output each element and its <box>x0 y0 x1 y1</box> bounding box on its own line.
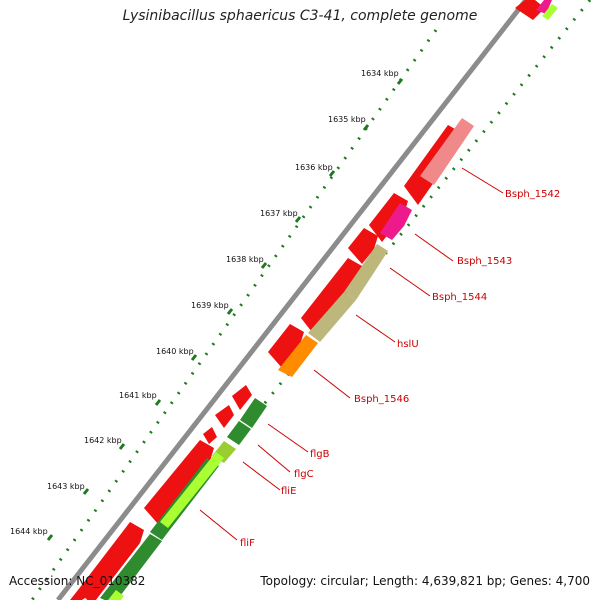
forward-gene-arrow <box>232 385 252 410</box>
label-callouts <box>199 167 504 541</box>
gene-label-Bsph_1546: Bsph_1546 <box>354 394 409 405</box>
gene-outer-lime-lower <box>108 590 124 600</box>
forward-gene-arrow <box>301 258 362 336</box>
gene-reverse-lower <box>100 534 162 600</box>
forward-gene-arrow <box>203 427 217 444</box>
gene-flgB <box>240 398 267 428</box>
major-tick <box>154 399 162 406</box>
tick-label: 1639 kbp <box>191 301 229 310</box>
accession-text: Accession: NC_010382 <box>9 574 146 588</box>
gene-Bsph_1543 <box>380 203 412 240</box>
tick-label: 1644 kbp <box>10 527 48 536</box>
forward-gene-arrow <box>348 228 378 264</box>
major-tick <box>82 488 90 495</box>
forward-gene-arrow <box>369 193 408 242</box>
map-title: Lysinibacillus sphaericus C3-41, complet… <box>122 8 478 24</box>
gene-top-pink <box>536 0 552 14</box>
major-tick <box>226 308 234 315</box>
tick-label: 1638 kbp <box>226 255 264 264</box>
gene-label-fliF: fliF <box>240 538 255 549</box>
gene-hslU <box>308 292 356 342</box>
gene-labels: Bsph_1542 Bsph_1543 Bsph_1544 hslU Bsph_1546… <box>240 189 560 549</box>
forward-gene-arrow <box>268 324 304 368</box>
tick-labels: 1634 kbp 1635 kbp 1636 kbp 1637 kbp 1638 kbp… <box>10 69 399 536</box>
forward-gene-arrow <box>515 0 545 20</box>
major-tick <box>260 262 268 269</box>
tick-label: 1636 kbp <box>295 163 333 172</box>
major-ticks <box>46 78 404 541</box>
gene-outer-lime <box>160 452 224 528</box>
gene-label-Bsph_1543: Bsph_1543 <box>457 256 512 267</box>
gene-label-flgB: flgB <box>310 449 330 460</box>
gene-top-lime <box>542 4 558 20</box>
gene-label-hslU: hslU <box>397 339 419 350</box>
gene-Bsph_1546 <box>278 335 318 377</box>
major-tick <box>362 124 370 131</box>
major-tick <box>46 534 54 541</box>
major-tick <box>328 170 336 177</box>
genome-summary-text: Topology: circular; Length: 4,639,821 bp… <box>260 574 590 588</box>
gene-Bsph_1544 <box>344 244 388 300</box>
gene-Bsph_1542 <box>420 118 474 185</box>
tick-label: 1642 kbp <box>84 436 122 445</box>
gene-label-flgC: flgC <box>294 469 314 480</box>
gene-flgC <box>227 421 251 445</box>
tick-label: 1641 kbp <box>119 391 157 400</box>
forward-gene-arrow <box>215 405 234 428</box>
major-tick <box>294 216 302 223</box>
gene-label-Bsph_1544: Bsph_1544 <box>432 292 487 303</box>
tick-label: 1634 kbp <box>361 69 399 78</box>
forward-gene-arrow <box>144 440 214 524</box>
forward-gene-arrow <box>70 590 88 600</box>
major-tick <box>396 78 404 85</box>
major-tick <box>118 443 126 450</box>
tick-label: 1635 kbp <box>328 115 366 124</box>
reverse-strand-genes <box>100 0 558 600</box>
tick-label: 1637 kbp <box>260 209 298 218</box>
tick-label: 1640 kbp <box>156 347 194 356</box>
major-tick <box>190 354 198 361</box>
tick-label: 1643 kbp <box>47 482 85 491</box>
gene-label-fliE: fliE <box>281 486 296 497</box>
forward-gene-arrow <box>78 522 144 600</box>
inner-tick-ring <box>30 29 438 600</box>
gene-label-Bsph_1542: Bsph_1542 <box>505 189 560 200</box>
genome-backbone <box>56 0 528 600</box>
